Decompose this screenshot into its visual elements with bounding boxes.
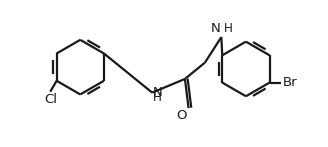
Text: H: H — [153, 91, 162, 104]
Text: Cl: Cl — [44, 93, 57, 106]
Text: H: H — [224, 22, 233, 35]
Text: N: N — [211, 22, 220, 35]
Text: Br: Br — [282, 76, 297, 89]
Text: O: O — [176, 109, 187, 122]
Text: N: N — [153, 86, 163, 99]
